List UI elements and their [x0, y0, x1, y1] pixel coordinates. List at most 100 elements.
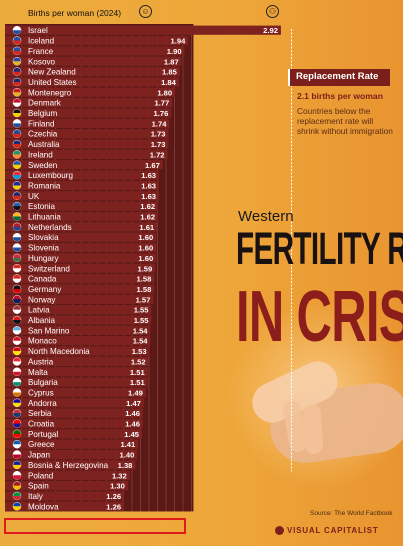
- value-label: 1.62: [140, 213, 155, 222]
- value-label: 1.55: [134, 306, 150, 315]
- value-label: 1.60: [138, 233, 153, 242]
- category-label: Portugal: [28, 430, 58, 439]
- value-label: 1.53: [132, 347, 147, 356]
- category-label: New Zealand: [28, 68, 76, 77]
- category-label: Slovakia: [28, 233, 59, 242]
- value-label: 1.94: [171, 37, 187, 46]
- value-label: 1.41: [120, 440, 136, 449]
- category-label: Slovenia: [28, 244, 60, 253]
- category-label: Austria: [28, 357, 54, 366]
- value-label: 1.52: [131, 357, 146, 366]
- value-label: 1.80: [157, 88, 172, 97]
- bar-andorra: [5, 398, 144, 408]
- flag-icon-half: [13, 154, 21, 159]
- bar-czechia: [5, 129, 169, 139]
- flag-icon-half: [13, 102, 21, 107]
- bar-kosovo: [5, 56, 182, 66]
- flag-icon-half: [13, 61, 21, 66]
- category-label: Kosovo: [28, 57, 55, 66]
- flag-icon-half: [13, 30, 21, 35]
- value-label: 1.40: [120, 451, 135, 460]
- category-label: Iceland: [28, 37, 54, 46]
- bar-belgium: [5, 108, 172, 118]
- bar-bulgaria: [5, 377, 148, 387]
- flag-icon-half: [13, 402, 21, 407]
- bar-iceland: [5, 35, 189, 46]
- bar-poland: [5, 470, 130, 480]
- bar-uk: [5, 191, 160, 201]
- visual-capitalist-logo: VISUAL CAPITALIST: [287, 526, 379, 535]
- category-label: Estonia: [28, 202, 55, 211]
- bar-latvia: [5, 305, 152, 315]
- bar-hungary: [5, 253, 157, 263]
- bar-ireland: [5, 149, 168, 159]
- family-icon: ⚇: [266, 5, 279, 18]
- flag-icon-half: [13, 464, 21, 469]
- category-label: Albania: [28, 316, 55, 325]
- flag-icon-half: [13, 371, 21, 376]
- value-label: 1.26: [106, 502, 121, 511]
- flag-icon-half: [13, 361, 21, 366]
- value-label: 1.55: [134, 316, 150, 325]
- category-label: Latvia: [28, 306, 50, 315]
- bar-san-marino: [5, 325, 151, 335]
- bar-portugal: [5, 429, 143, 439]
- bar-croatia: [5, 418, 143, 429]
- flag-icon-half: [13, 309, 21, 314]
- value-label: 1.26: [106, 492, 121, 501]
- value-label: 1.63: [141, 171, 156, 180]
- category-label: Spain: [28, 482, 49, 491]
- category-label: North Macedonia: [28, 347, 90, 356]
- category-label: Ireland: [28, 150, 53, 159]
- flag-icon-half: [13, 247, 21, 252]
- value-label: 2.92: [263, 26, 278, 35]
- flag-icon-half: [13, 257, 21, 262]
- flag-icon-half: [13, 164, 21, 169]
- category-label: Belgium: [28, 109, 57, 118]
- value-label: 1.73: [151, 140, 166, 149]
- bar-slovakia: [5, 232, 157, 242]
- bar-israel: [5, 25, 281, 35]
- value-label: 1.59: [137, 264, 152, 273]
- baby-icon: ☺: [139, 5, 152, 18]
- value-label: 1.60: [138, 254, 153, 263]
- category-label: Poland: [28, 471, 53, 480]
- value-label: 1.32: [112, 471, 127, 480]
- category-label: Greece: [28, 440, 55, 449]
- bar-romania: [5, 180, 160, 191]
- bar-slovenia: [5, 242, 157, 253]
- category-label: Bulgaria: [28, 378, 58, 387]
- flag-icon-half: [13, 506, 21, 511]
- category-label: Netherlands: [28, 223, 72, 232]
- flag-icon-half: [13, 40, 21, 45]
- replacement-rate-title: Replacement Rate: [296, 71, 379, 82]
- bar-monaco: [5, 336, 151, 346]
- value-label: 1.47: [126, 399, 141, 408]
- category-label: Moldova: [28, 502, 59, 511]
- bar-moldova: [5, 501, 125, 511]
- bar-sweden: [5, 160, 163, 170]
- category-label: Croatia: [28, 420, 55, 429]
- replacement-rate-subtitle: 2.1 births per woman: [297, 91, 383, 101]
- bar-estonia: [5, 201, 159, 211]
- category-label: Germany: [28, 285, 62, 294]
- flag-icon-half: [13, 175, 21, 180]
- flag-icon-half: [13, 351, 21, 356]
- value-label: 1.61: [139, 223, 155, 232]
- bar-north-macedonia: [5, 346, 150, 356]
- category-label: Italy: [28, 492, 44, 501]
- value-label: 1.62: [140, 202, 155, 211]
- category-label: Sweden: [28, 161, 57, 170]
- flag-icon-half: [13, 237, 21, 242]
- flag-icon-half: [13, 133, 21, 138]
- category-label: Monaco: [28, 337, 57, 346]
- flag-icon-half: [13, 50, 21, 55]
- flag-icon-half: [13, 433, 21, 438]
- value-label: 1.74: [152, 119, 168, 128]
- value-label: 1.73: [151, 130, 166, 139]
- flag-icon-half: [13, 206, 21, 211]
- flag-icon-half: [13, 444, 21, 449]
- value-label: 1.84: [161, 78, 177, 87]
- bar-serbia: [5, 408, 143, 418]
- bar-malta: [5, 367, 148, 377]
